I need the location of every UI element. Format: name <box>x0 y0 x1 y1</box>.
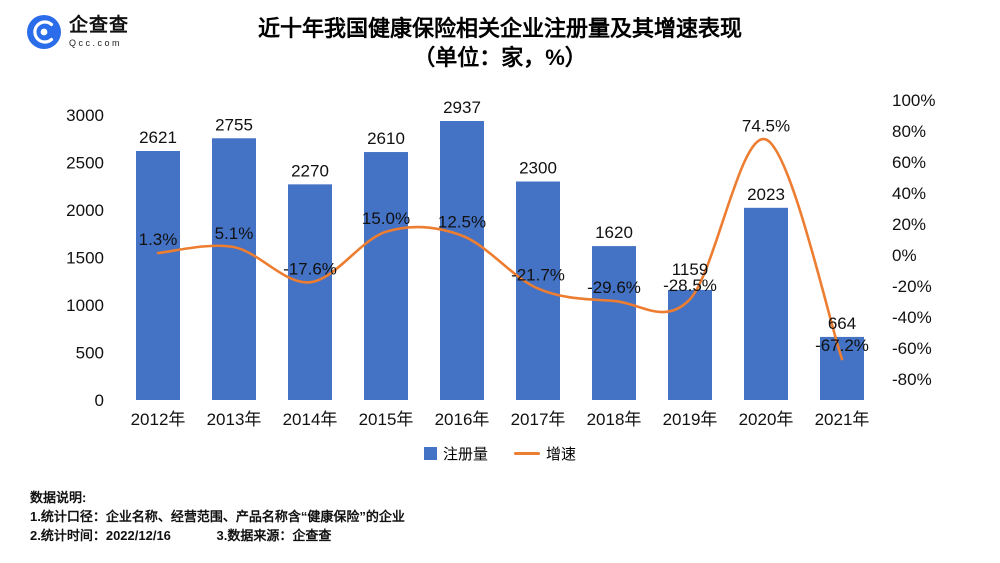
legend-item-registrations: 注册量 <box>423 443 488 464</box>
qcc-logo-text: 企查查 Qcc.com <box>69 14 130 49</box>
svg-text:-67.2%: -67.2% <box>815 336 869 355</box>
svg-text:2013年: 2013年 <box>207 410 262 429</box>
svg-text:-28.5%: -28.5% <box>663 276 717 295</box>
qcc-logo: 企查查 Qcc.com <box>26 14 129 50</box>
svg-text:2621: 2621 <box>139 128 177 147</box>
chart-legend: 注册量 增速 <box>0 442 1000 464</box>
svg-text:2270: 2270 <box>291 161 329 180</box>
svg-text:60%: 60% <box>892 153 926 172</box>
svg-text:2937: 2937 <box>443 98 481 117</box>
logo-domain: Qcc.com <box>69 37 123 48</box>
svg-text:664: 664 <box>828 314 856 333</box>
svg-text:-80%: -80% <box>892 370 932 389</box>
data-notes: 数据说明: 1.统计口径：企业名称、经营范围、产品名称含“健康保险”的企业 2.… <box>30 488 1000 545</box>
legend-label-growth: 增速 <box>546 445 577 463</box>
svg-text:2018年: 2018年 <box>587 410 642 429</box>
svg-text:500: 500 <box>76 344 104 363</box>
svg-text:20%: 20% <box>892 215 926 234</box>
legend-bar-swatch <box>423 446 437 460</box>
svg-text:-21.7%: -21.7% <box>511 266 565 285</box>
svg-text:-29.6%: -29.6% <box>587 278 641 297</box>
svg-text:2610: 2610 <box>367 129 405 148</box>
legend-line-swatch <box>514 451 540 455</box>
svg-text:3000: 3000 <box>66 106 104 125</box>
svg-text:2000: 2000 <box>66 201 104 220</box>
svg-text:2012年: 2012年 <box>131 410 186 429</box>
chart-title: 近十年我国健康保险相关企业注册量及其增速表现 （单位：家，%） <box>0 0 1000 72</box>
notes-line2: 2.统计时间：2022/12/16 3.数据来源：企查查 <box>30 526 1000 545</box>
svg-text:40%: 40% <box>892 184 926 203</box>
svg-text:1159: 1159 <box>672 260 709 279</box>
svg-text:-60%: -60% <box>892 339 932 358</box>
logo-name: 企查查 <box>69 14 130 36</box>
svg-text:1620: 1620 <box>595 223 633 242</box>
svg-text:0%: 0% <box>892 246 917 265</box>
chart-title-line2: （单位：家，%） <box>413 45 587 70</box>
svg-text:2023: 2023 <box>747 185 785 204</box>
legend-item-growth: 增速 <box>514 443 576 464</box>
svg-text:2016年: 2016年 <box>435 410 490 429</box>
svg-text:15.0%: 15.0% <box>362 209 410 228</box>
svg-text:74.5%: 74.5% <box>742 117 790 136</box>
svg-text:2015年: 2015年 <box>359 410 414 429</box>
registration-growth-combo-chart: 0 500 1000 1500 2000 2500 3000 100% 80% 60% 40% 20%… <box>66 91 935 429</box>
svg-text:2017年: 2017年 <box>511 410 566 429</box>
svg-text:2300: 2300 <box>519 159 557 178</box>
svg-text:2014年: 2014年 <box>283 410 338 429</box>
qcc-logo-icon <box>27 15 61 49</box>
svg-text:5.1%: 5.1% <box>215 224 254 243</box>
svg-text:0: 0 <box>95 391 104 410</box>
notes-line1: 1.统计口径：企业名称、经营范围、产品名称含“健康保险”的企业 <box>30 509 405 524</box>
svg-text:2021年: 2021年 <box>815 410 870 429</box>
svg-text:-40%: -40% <box>892 308 932 327</box>
notes-stat-time: 2.统计时间：2022/12/16 <box>30 528 171 543</box>
svg-text:2019年: 2019年 <box>663 410 718 429</box>
header: 企查查 Qcc.com 近十年我国健康保险相关企业注册量及其增速表现 （单位：家… <box>0 0 1000 88</box>
svg-text:2755: 2755 <box>215 115 253 134</box>
svg-text:12.5%: 12.5% <box>438 213 486 232</box>
svg-text:80%: 80% <box>892 122 926 141</box>
notes-heading: 数据说明: <box>30 490 87 505</box>
chart-title-line1: 近十年我国健康保险相关企业注册量及其增速表现 <box>257 16 742 41</box>
legend-label-registrations: 注册量 <box>442 445 488 463</box>
svg-text:2020年: 2020年 <box>739 410 794 429</box>
svg-text:100%: 100% <box>892 91 935 110</box>
svg-text:2500: 2500 <box>66 154 104 173</box>
svg-text:1500: 1500 <box>66 249 104 268</box>
svg-text:-17.6%: -17.6% <box>283 259 337 278</box>
svg-text:1000: 1000 <box>66 296 104 315</box>
notes-data-source: 3.数据来源：企查查 <box>216 528 332 543</box>
svg-text:-20%: -20% <box>892 277 932 296</box>
svg-text:1.3%: 1.3% <box>139 230 178 249</box>
